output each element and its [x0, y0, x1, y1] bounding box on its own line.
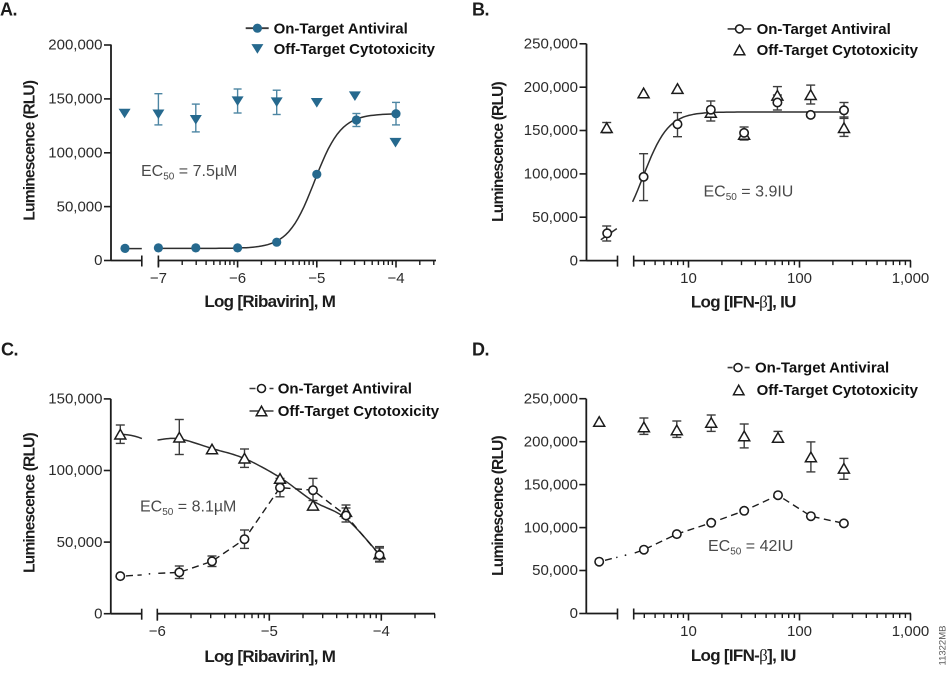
- svg-text:0: 0: [94, 252, 102, 269]
- svg-text:Log [Ribavirin], M: Log [Ribavirin], M: [204, 647, 335, 666]
- svg-text:0: 0: [570, 605, 578, 622]
- svg-text:On-Target Antiviral: On-Target Antiviral: [274, 20, 408, 37]
- svg-text:B.: B.: [472, 0, 489, 20]
- svg-text:Luminescence (RLU): Luminescence (RLU): [490, 435, 507, 575]
- svg-text:0: 0: [94, 605, 102, 622]
- svg-text:EC50 = 42IU: EC50 = 42IU: [708, 538, 793, 558]
- svg-text:100: 100: [787, 623, 812, 640]
- svg-text:C.: C.: [1, 340, 18, 360]
- svg-text:250,000: 250,000: [524, 390, 578, 407]
- svg-text:Off-Target Cytotoxicity: Off-Target Cytotoxicity: [278, 403, 440, 420]
- svg-text:100,000: 100,000: [524, 166, 578, 183]
- svg-text:50,000: 50,000: [532, 562, 578, 579]
- svg-text:200,000: 200,000: [524, 79, 578, 96]
- svg-text:Log [IFN-β], IU: Log [IFN-β], IU: [691, 293, 796, 312]
- svg-text:50,000: 50,000: [57, 198, 103, 215]
- svg-text:150,000: 150,000: [48, 391, 102, 408]
- svg-text:Off-Target Cytotoxicity: Off-Target Cytotoxicity: [757, 42, 919, 59]
- svg-text:On-Target Antiviral: On-Target Antiviral: [757, 21, 891, 38]
- svg-text:200,000: 200,000: [524, 433, 578, 450]
- svg-text:EC50 = 3.9IU: EC50 = 3.9IU: [704, 184, 794, 204]
- svg-text:1,000: 1,000: [892, 270, 930, 287]
- svg-text:−7: −7: [150, 270, 167, 287]
- svg-text:−4: −4: [387, 270, 404, 287]
- svg-text:10: 10: [680, 270, 697, 287]
- svg-text:200,000: 200,000: [48, 37, 102, 54]
- svg-text:−6: −6: [149, 623, 166, 640]
- svg-text:0: 0: [570, 252, 578, 269]
- svg-text:−4: −4: [373, 623, 390, 640]
- svg-text:D.: D.: [472, 340, 489, 360]
- svg-text:Luminescence (RLU): Luminescence (RLU): [22, 432, 39, 572]
- svg-text:Off-Target Cytotoxicity: Off-Target Cytotoxicity: [757, 382, 919, 399]
- svg-text:−6: −6: [229, 270, 246, 287]
- svg-text:A.: A.: [0, 0, 17, 20]
- svg-text:Off-Target Cytotoxicity: Off-Target Cytotoxicity: [274, 41, 436, 58]
- svg-text:10: 10: [680, 623, 697, 640]
- svg-text:150,000: 150,000: [524, 476, 578, 493]
- svg-text:−5: −5: [308, 270, 325, 287]
- svg-text:Log [Ribavirin], M: Log [Ribavirin], M: [204, 292, 335, 311]
- svg-text:150,000: 150,000: [524, 122, 578, 139]
- svg-text:250,000: 250,000: [524, 36, 578, 53]
- svg-text:Luminescence (RLU): Luminescence (RLU): [22, 80, 39, 220]
- svg-text:100,000: 100,000: [48, 144, 102, 161]
- svg-text:100,000: 100,000: [48, 462, 102, 479]
- svg-text:100,000: 100,000: [524, 519, 578, 536]
- svg-text:11322MB: 11322MB: [938, 626, 949, 666]
- svg-text:50,000: 50,000: [532, 209, 578, 226]
- svg-text:100: 100: [787, 270, 812, 287]
- svg-text:150,000: 150,000: [48, 91, 102, 108]
- svg-text:50,000: 50,000: [57, 534, 103, 551]
- svg-text:Luminescence (RLU): Luminescence (RLU): [490, 81, 507, 221]
- svg-text:Log [IFN-β], IU: Log [IFN-β], IU: [691, 646, 796, 665]
- svg-text:EC50 = 8.1µM: EC50 = 8.1µM: [140, 499, 236, 518]
- svg-text:−5: −5: [261, 623, 278, 640]
- svg-text:On-Target Antiviral: On-Target Antiviral: [278, 381, 412, 398]
- svg-text:On-Target Antiviral: On-Target Antiviral: [755, 360, 889, 377]
- svg-text:EC50 = 7.5µM: EC50 = 7.5µM: [141, 163, 237, 183]
- svg-text:1,000: 1,000: [892, 623, 930, 640]
